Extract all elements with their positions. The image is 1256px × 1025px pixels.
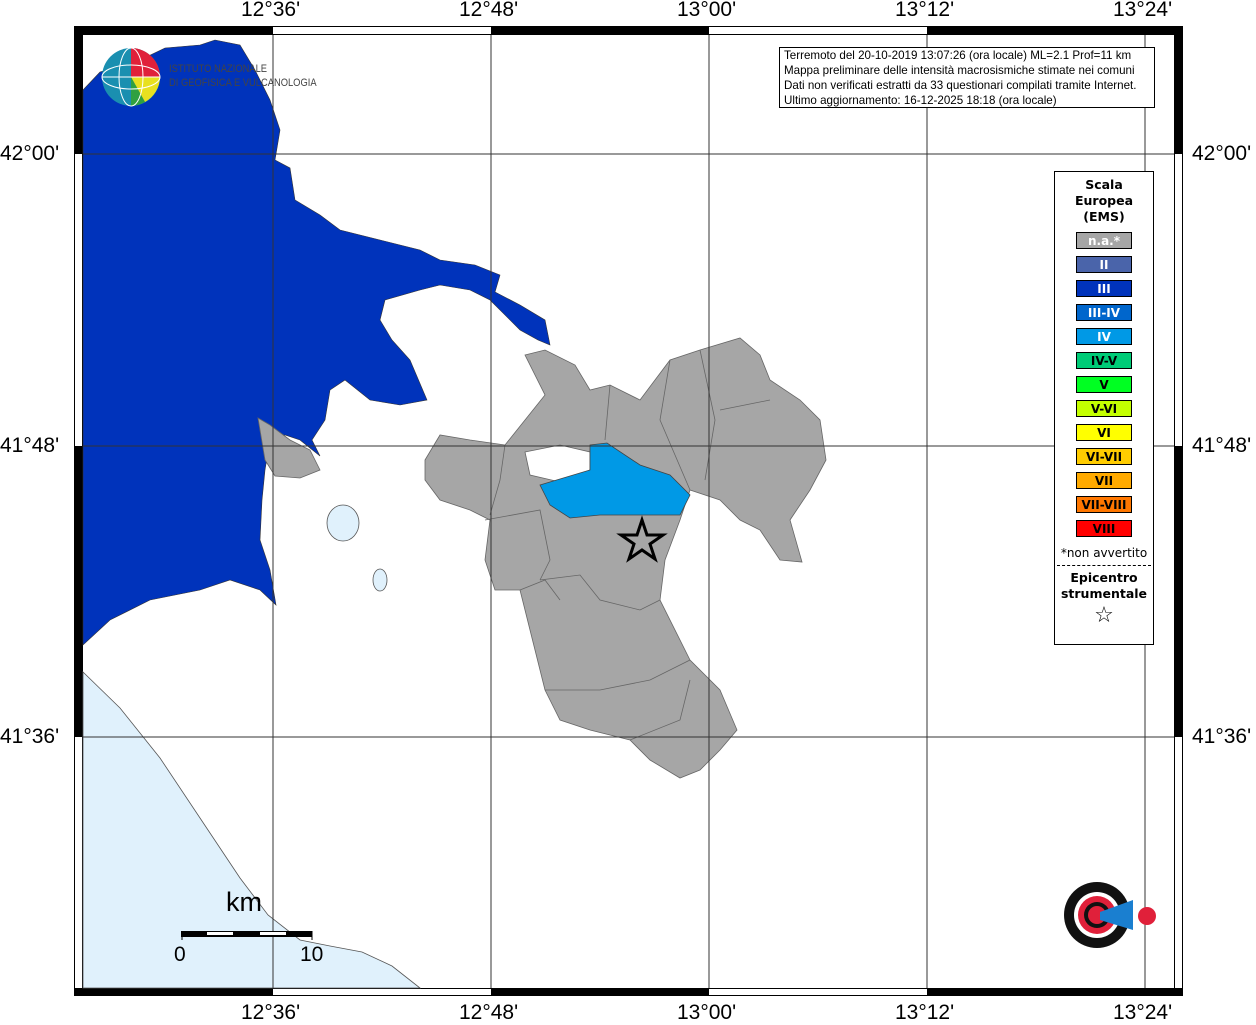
event-info-box: Terremoto del 20-10-2019 13:07:26 (ora l… (779, 47, 1155, 108)
frame-ticks (75, 27, 1182, 995)
legend-item: VIII (1076, 520, 1132, 537)
municipal-borders (484, 349, 771, 741)
legend-item: VII-VIII (1076, 496, 1132, 513)
lat-label-right: 42°00' (1192, 142, 1252, 165)
lon-label-top: 13°12' (895, 0, 955, 21)
sea (82, 671, 422, 989)
scale-unit: km (226, 887, 262, 917)
legend-item: V (1076, 376, 1132, 393)
legend: Scala Europea (EMS) n.a.* II III III-IV IV IV… (1054, 171, 1154, 645)
ingv-line2: DI GEOFISICA E VULCANOLOGIA (169, 77, 317, 89)
lon-label-bottom: 13°24' (1113, 1001, 1173, 1024)
haisentito-logo (1064, 882, 1156, 948)
star-icon: ☆ (1094, 603, 1114, 628)
area-intensity-iii (82, 39, 551, 646)
lat-label-right: 41°36' (1192, 725, 1252, 748)
map-description: Mappa preliminare delle intensità macros… (784, 64, 1135, 77)
last-update: Ultimo aggiornamento: 16-12-2025 18:18 (… (784, 94, 1057, 107)
lon-label-top: 13°00' (677, 0, 737, 21)
lon-label-bottom: 13°12' (895, 1001, 955, 1024)
ingv-line1: ISTITUTO NAZIONALE (169, 63, 268, 75)
legend-item: V-VI (1076, 400, 1132, 417)
scale-max: 10 (300, 943, 324, 966)
lake (372, 568, 388, 592)
ingv-logo-globe (101, 47, 161, 107)
ingv-logo-text: ISTITUTO NAZIONALE DI GEOFISICA E VULCAN… (169, 62, 317, 90)
legend-title: Scala Europea (EMS) (1055, 177, 1153, 225)
lat-label-left: 41°36' (0, 725, 60, 748)
lake (326, 504, 360, 542)
legend-title-3: (EMS) (1083, 209, 1125, 224)
data-source: Dati non verificati estratti da 33 quest… (784, 79, 1137, 92)
scale-min: 0 (174, 943, 186, 966)
epicenter-star-icon (616, 515, 668, 563)
legend-item: VII (1076, 472, 1132, 489)
legend-item: IV (1076, 328, 1132, 345)
lon-label-top: 13°24' (1113, 0, 1173, 21)
legend-epicenter-label: Epicentro strumentale (1055, 570, 1153, 602)
legend-item: VI (1076, 424, 1132, 441)
lon-label-bottom: 12°36' (241, 1001, 301, 1024)
legend-epi-1: Epicentro (1070, 570, 1138, 585)
legend-item: II (1076, 256, 1132, 273)
lon-label-top: 12°36' (241, 0, 301, 21)
legend-title-2: Europea (1074, 193, 1134, 208)
legend-note: *non avvertito (1060, 546, 1148, 560)
legend-item: III (1076, 280, 1132, 297)
lat-label-right: 41°48' (1192, 434, 1252, 457)
legend-item: III-IV (1076, 304, 1132, 321)
scale-bar (181, 931, 313, 940)
legend-epi-2: strumentale (1060, 586, 1148, 601)
legend-item: n.a.* (1076, 232, 1132, 249)
area-not-felt (424, 337, 827, 779)
lat-label-left: 42°00' (0, 142, 60, 165)
legend-item: VI-VII (1076, 448, 1132, 465)
lon-label-bottom: 13°00' (677, 1001, 737, 1024)
lon-label-top: 12°48' (459, 0, 519, 21)
legend-title-1: Scala (1085, 177, 1123, 192)
legend-item: IV-V (1076, 352, 1132, 369)
event-title: Terremoto del 20-10-2019 13:07:26 (ora l… (784, 49, 1132, 62)
legend-divider (1057, 565, 1151, 566)
area-intensity-iv (539, 442, 691, 519)
lat-label-left: 41°48' (0, 434, 60, 457)
lon-label-bottom: 12°48' (459, 1001, 519, 1024)
